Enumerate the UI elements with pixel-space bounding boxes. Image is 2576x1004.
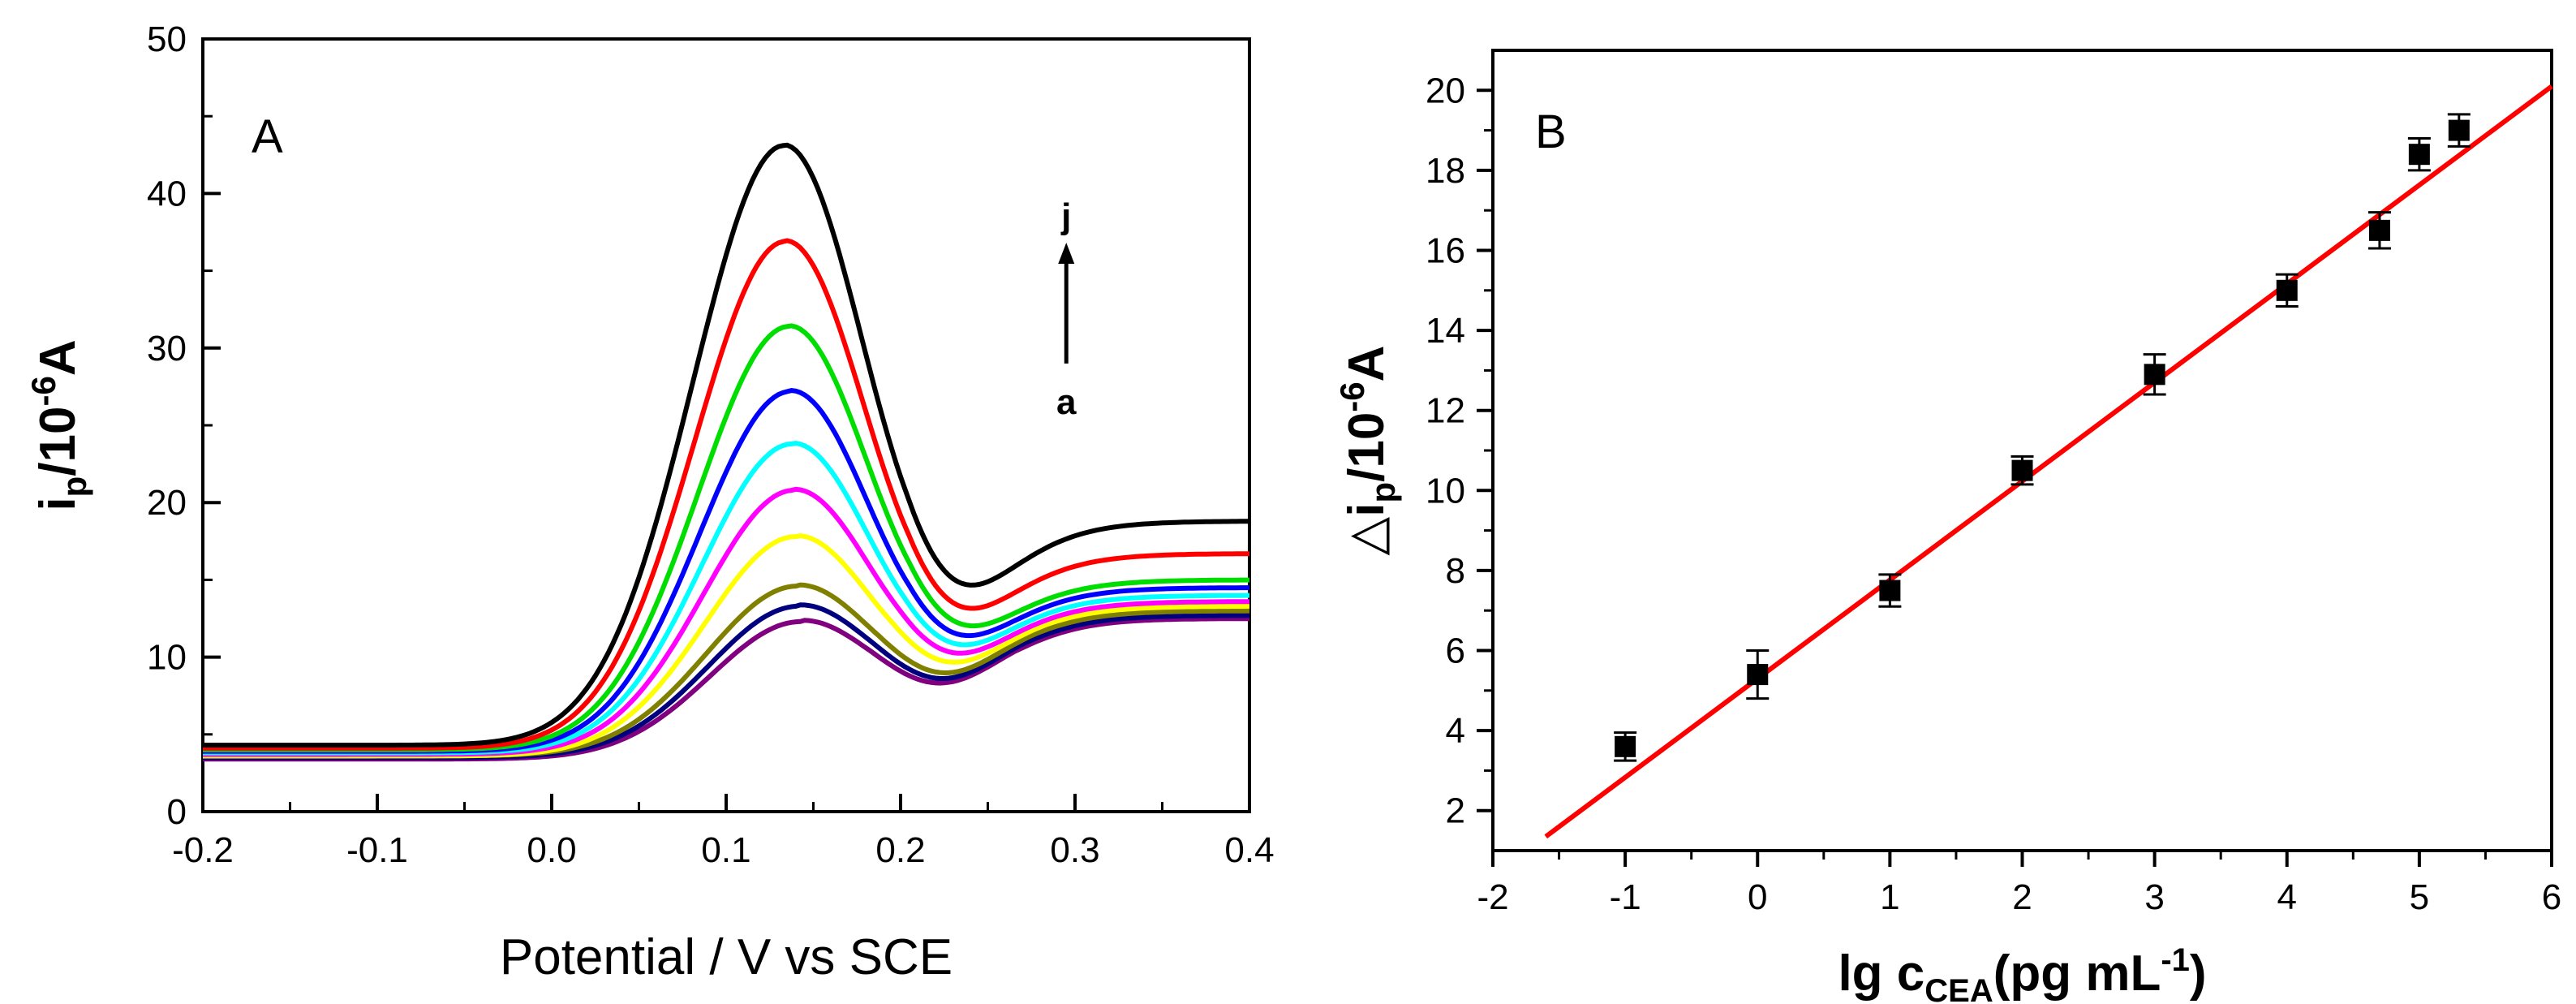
fit-line [1544, 84, 2553, 839]
y-tick-label: 4 [1446, 711, 1465, 751]
y-title-main: i [30, 497, 86, 511]
panel-a-label: A [252, 110, 283, 163]
y-tick-label: 30 [147, 329, 187, 368]
x-tick-label: 0.1 [701, 830, 750, 870]
x-tick-label: 1 [1880, 877, 1899, 917]
y-title-rest: /10 [1339, 412, 1395, 482]
x-tick-label: 2 [2012, 877, 2032, 917]
x-tick-label: -1 [1610, 877, 1641, 917]
data-point [2408, 144, 2430, 166]
y-tick-label: 14 [1426, 311, 1465, 351]
x-tick-label: 6 [2542, 877, 2561, 917]
data-point [1615, 735, 1636, 757]
panel-a-curves [203, 142, 1250, 762]
x-title-main: lg c [1838, 946, 1924, 1002]
curve-i [203, 238, 1250, 751]
panel-a-arrow-annotation: j a [1056, 196, 1077, 422]
y-title-sub: p [55, 476, 93, 498]
panel-b-plot-frame [1491, 49, 2553, 852]
y-tick-label: 6 [1446, 631, 1465, 671]
curve-h [203, 323, 1249, 752]
curve-g [203, 388, 1249, 754]
data-point [2368, 219, 2390, 241]
arrow-head [1058, 243, 1075, 265]
panel-b-label: B [1535, 106, 1567, 158]
curve-j [203, 142, 1249, 748]
y-tick-label: 40 [147, 174, 187, 213]
y-tick-label: 20 [1426, 71, 1465, 110]
x-tick-label: 0.3 [1050, 830, 1099, 870]
panel-b-points [1614, 113, 2471, 762]
x-tick-label: 0 [1748, 877, 1767, 917]
panel-b-y-axis-title: △ip/10-6A [1333, 346, 1402, 556]
x-title-close: ) [2190, 946, 2207, 1002]
y-title-rest: /10 [30, 407, 86, 476]
y-title-sup: -6 [24, 376, 62, 406]
x-tick-label: 0.0 [527, 830, 576, 870]
data-point [2011, 459, 2033, 481]
x-tick-label: -2 [1477, 877, 1508, 917]
panel-b-fit [1544, 84, 2553, 839]
data-point [2448, 119, 2470, 141]
y-tick-label: 12 [1426, 391, 1465, 431]
y-title-sub: p [1364, 482, 1402, 503]
y-title-unit: A [1339, 346, 1395, 382]
data-point [2276, 279, 2298, 301]
x-tick-label: 5 [2410, 877, 2429, 917]
x-tick-label: -0.1 [346, 830, 408, 870]
panel-a-x-axis-title: Potential / V vs SCE [500, 929, 953, 985]
x-tick-label: 3 [2144, 877, 2164, 917]
y-tick-label: 8 [1446, 551, 1465, 591]
x-title-rest: (pg mL [1993, 946, 2161, 1002]
x-tick-label: 0.2 [875, 830, 925, 870]
y-title-unit: A [30, 339, 86, 376]
panel-b-x-axis-title: lg cCEA(pg mL-1) [1838, 942, 2206, 1004]
panel-a-chart: -0.2 -0.1 0.0 0.1 0.2 0.3 0.4 0 10 20 30 40 50 A Pot… [24, 19, 1275, 985]
y-tick-label: 20 [147, 483, 187, 523]
panel-a-ticks: -0.2 -0.1 0.0 0.1 0.2 0.3 0.4 0 10 20 30 40 50 [147, 19, 1275, 870]
y-title-main: △i [1339, 503, 1395, 556]
x-tick-label: 0.4 [1224, 830, 1274, 870]
x-tick-label: -0.2 [172, 830, 234, 870]
curve-f [203, 440, 1249, 756]
arrow-label-top: j [1060, 196, 1071, 236]
y-tick-label: 18 [1426, 151, 1465, 191]
y-tick-label: 16 [1426, 231, 1465, 271]
arrow-label-bottom: a [1056, 382, 1077, 422]
y-tick-label: 10 [1426, 471, 1465, 511]
x-title-sup: -1 [2161, 942, 2190, 978]
y-tick-label: 0 [167, 792, 187, 832]
y-tick-label: 10 [147, 638, 187, 678]
y-title-sup: -6 [1333, 381, 1371, 412]
y-tick-label: 2 [1446, 791, 1465, 831]
y-tick-label: 50 [147, 19, 187, 59]
data-point [1879, 580, 1901, 601]
panel-a-y-axis-title: ip/10-6A [24, 339, 93, 511]
data-point [2144, 364, 2165, 386]
panel-a-plot-frame [201, 37, 1251, 813]
data-point [1747, 664, 1769, 686]
x-title-sub: CEA [1924, 973, 1993, 1004]
curve-a [203, 616, 1249, 762]
x-tick-label: 4 [2277, 877, 2297, 917]
